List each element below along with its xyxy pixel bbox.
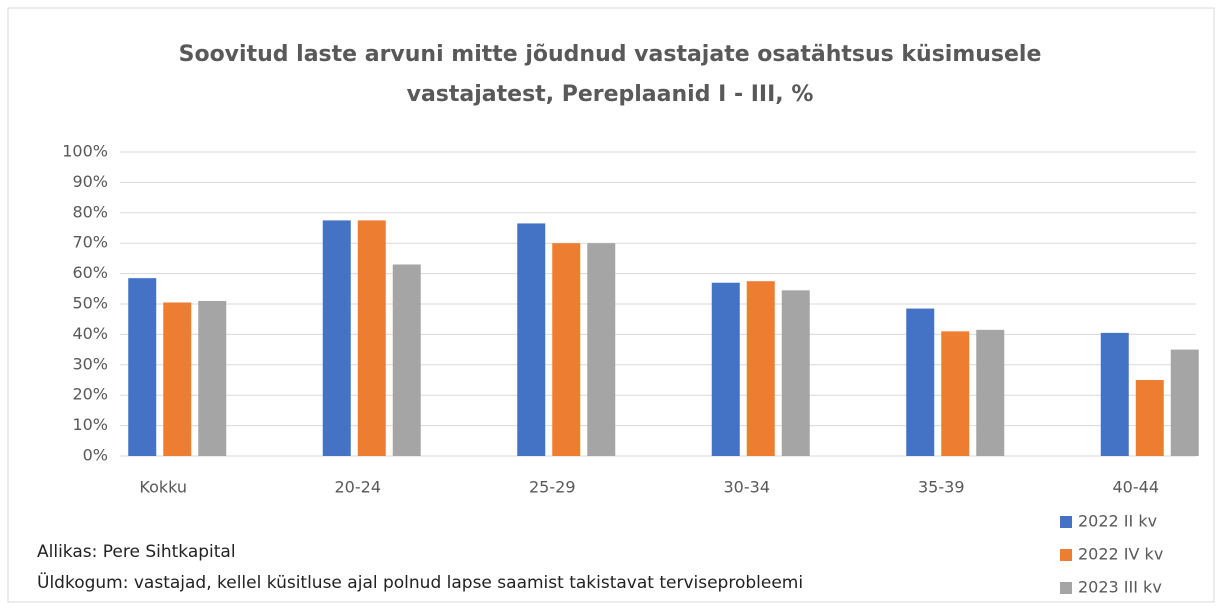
legend-label: 2022 IV kv bbox=[1078, 545, 1163, 564]
x-tick-label: Kokku bbox=[139, 478, 187, 497]
bar bbox=[781, 290, 810, 456]
x-tick-label: 30-34 bbox=[724, 478, 771, 497]
chart-title: vastajatest, Pereplaanid I - III, % bbox=[407, 82, 814, 107]
x-tick-label: 35-39 bbox=[918, 478, 965, 497]
y-tick-label: 30% bbox=[72, 354, 108, 373]
legend-swatch bbox=[1060, 516, 1072, 528]
source-note: Allikas: Pere Sihtkapital bbox=[37, 542, 236, 562]
y-tick-label: 90% bbox=[72, 172, 108, 191]
bar bbox=[392, 264, 421, 456]
population-note: Üldkogum: vastajad, kellel küsitluse aja… bbox=[37, 571, 803, 593]
legend-swatch bbox=[1060, 549, 1072, 561]
y-tick-label: 10% bbox=[72, 415, 108, 434]
bar bbox=[128, 278, 157, 456]
legend-label: 2022 II kv bbox=[1078, 512, 1157, 531]
y-tick-label: 60% bbox=[72, 263, 108, 282]
bar bbox=[357, 220, 386, 456]
bar bbox=[517, 223, 546, 456]
y-tick-label: 80% bbox=[72, 202, 108, 221]
bar bbox=[198, 300, 227, 456]
bar bbox=[746, 281, 775, 456]
bar bbox=[322, 220, 351, 456]
y-tick-label: 40% bbox=[72, 324, 108, 343]
bar bbox=[941, 331, 970, 456]
y-tick-label: 100% bbox=[62, 142, 108, 161]
bar bbox=[1135, 380, 1164, 456]
chart-title: Soovitud laste arvuni mitte jõudnud vast… bbox=[179, 42, 1042, 67]
x-tick-label: 25-29 bbox=[529, 478, 576, 497]
x-tick-label: 20-24 bbox=[335, 478, 382, 497]
y-tick-label: 70% bbox=[72, 233, 108, 252]
y-tick-label: 0% bbox=[83, 446, 108, 465]
bar bbox=[976, 329, 1005, 456]
x-tick-label: 40-44 bbox=[1113, 478, 1160, 497]
legend-label: 2023 III kv bbox=[1078, 578, 1162, 597]
bar bbox=[1170, 349, 1199, 456]
bar bbox=[163, 302, 192, 456]
legend-swatch bbox=[1060, 582, 1072, 594]
bar bbox=[906, 308, 935, 456]
y-tick-label: 50% bbox=[72, 294, 108, 313]
bar bbox=[1100, 332, 1129, 456]
bar bbox=[711, 282, 740, 456]
bar bbox=[552, 243, 581, 456]
bar bbox=[587, 243, 616, 456]
y-tick-label: 20% bbox=[72, 385, 108, 404]
